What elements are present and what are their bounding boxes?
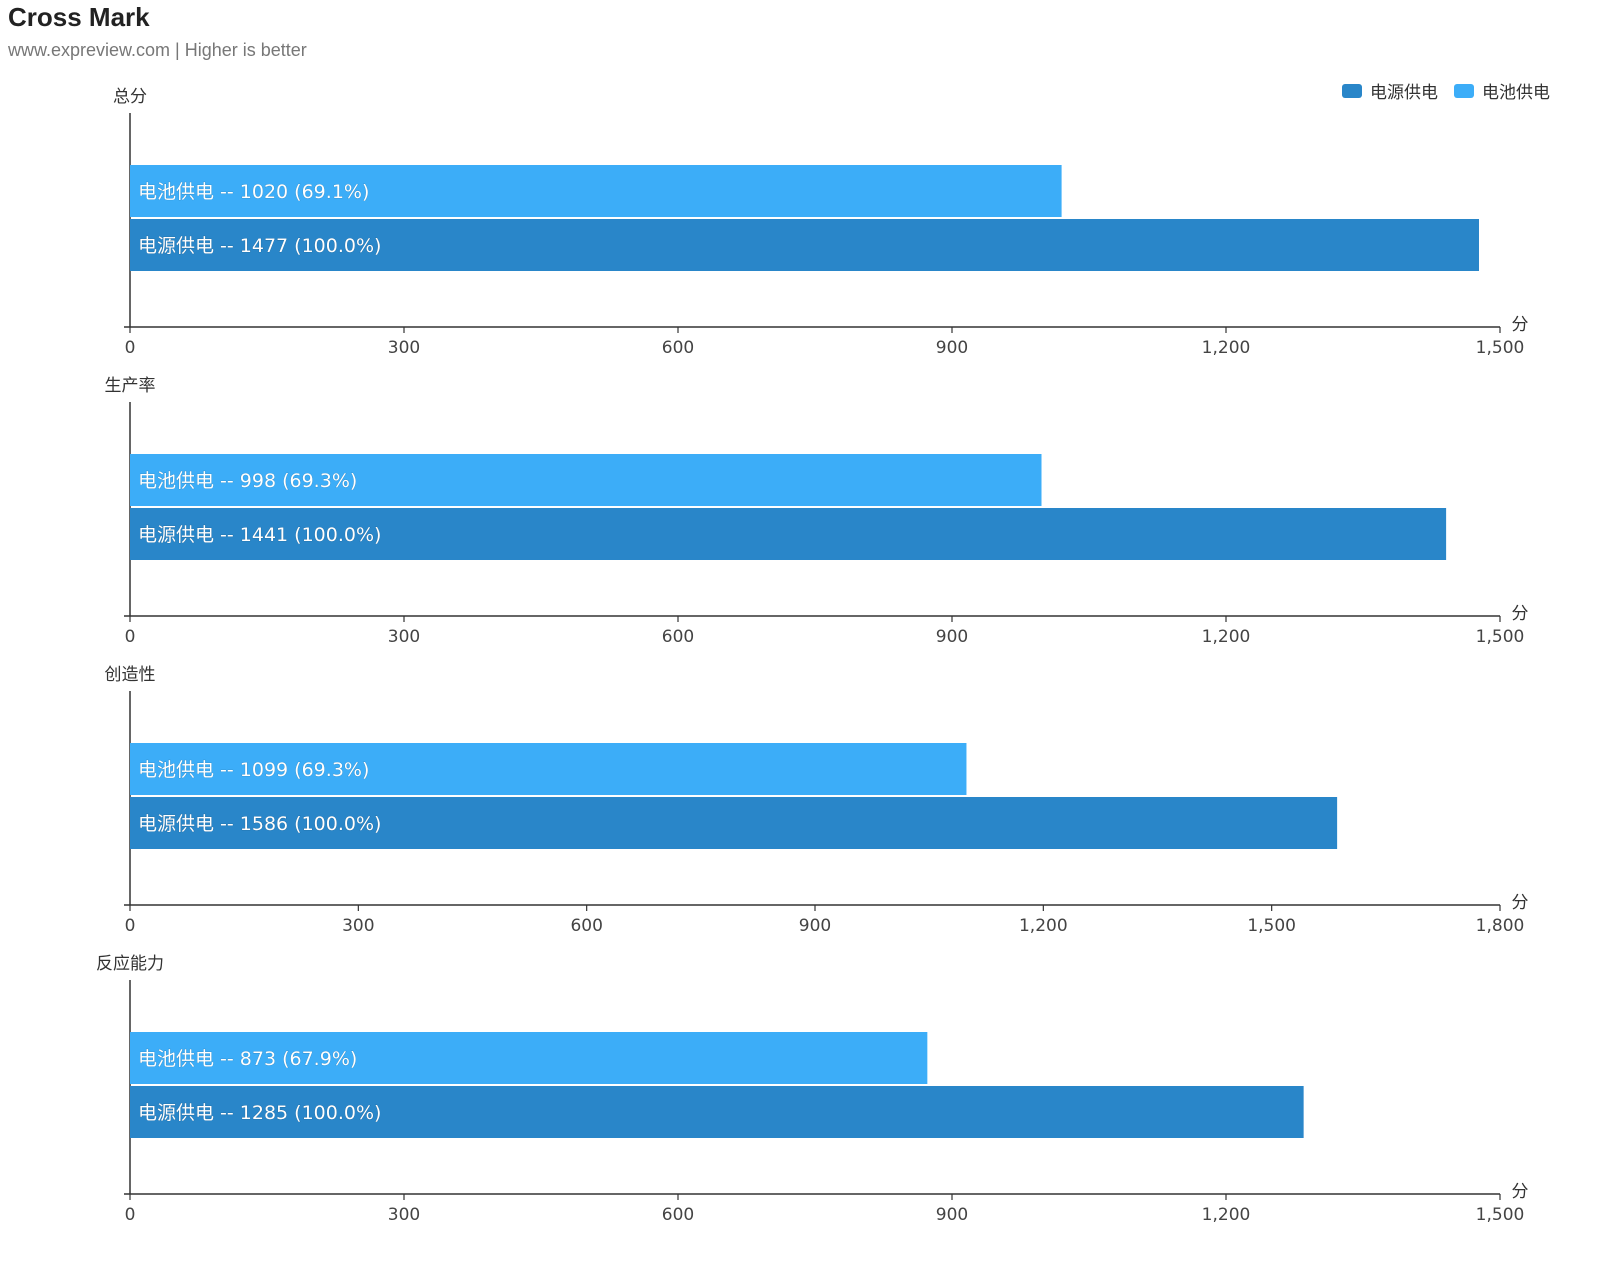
legend: 电源供电 电池供电 xyxy=(1342,78,1550,103)
legend-label-battery: 电池供电 xyxy=(1482,83,1550,103)
chart-4-tick-label: 300 xyxy=(388,1205,420,1225)
chart-2-tick-label: 300 xyxy=(388,627,420,647)
chart-4-bar-2 xyxy=(130,1086,1304,1138)
chart-4-title: 反应能力 xyxy=(96,954,164,974)
chart-2-tick-label: 600 xyxy=(662,627,694,647)
legend-item-power[interactable]: 电源供电 xyxy=(1342,78,1438,103)
chart-2-tick-label: 1,200 xyxy=(1202,627,1251,647)
chart-title: Cross Mark xyxy=(8,2,150,32)
chart-1-tick-label: 1,500 xyxy=(1476,338,1525,358)
chart-2-tick-label: 1,500 xyxy=(1476,627,1525,647)
chart-4-bar-label-1: 电池供电 -- 873 (67.9%) xyxy=(138,1048,357,1070)
legend-item-battery[interactable]: 电池供电 xyxy=(1454,78,1550,103)
chart-1-bar-1 xyxy=(130,165,1062,217)
chart-2-bar-label-2: 电源供电 -- 1441 (100.0%) xyxy=(138,524,381,546)
chart-4-tick-label: 900 xyxy=(936,1205,968,1225)
chart-4-bar-1 xyxy=(130,1032,928,1084)
chart-subtitle: www.expreview.com | Higher is better xyxy=(8,40,307,60)
chart-3-bar-2 xyxy=(130,797,1338,849)
chart-2-bar-2 xyxy=(130,508,1447,560)
chart-3-title: 创造性 xyxy=(105,665,156,685)
chart-3-tick-label: 1,200 xyxy=(1019,916,1068,936)
chart-1-bar-label-1: 电池供电 -- 1020 (69.1%) xyxy=(138,181,369,203)
chart-4-tick-label: 0 xyxy=(125,1205,136,1225)
chart-4-tick-label: 1,500 xyxy=(1476,1205,1525,1225)
chart-1-bar-2 xyxy=(130,219,1479,271)
chart-2-unit-label: 分 xyxy=(1512,604,1529,624)
chart-2-tick-label: 0 xyxy=(125,627,136,647)
chart-1-unit-label: 分 xyxy=(1512,315,1529,335)
chart-4-tick-label: 1,200 xyxy=(1202,1205,1251,1225)
chart-2-title: 生产率 xyxy=(105,376,156,396)
chart-3-bar-label-2: 电源供电 -- 1586 (100.0%) xyxy=(138,813,381,835)
chart-3-tick-label: 600 xyxy=(570,916,602,936)
legend-swatch-battery xyxy=(1454,83,1474,98)
chart-3-tick-label: 0 xyxy=(125,916,136,936)
chart-2-bar-1 xyxy=(130,454,1042,506)
chart-2-tick-label: 900 xyxy=(936,627,968,647)
legend-swatch-power xyxy=(1342,83,1362,98)
chart-3-bar-1 xyxy=(130,743,967,795)
chart-1-tick-label: 300 xyxy=(388,338,420,358)
chart-1-tick-label: 900 xyxy=(936,338,968,358)
chart-1-tick-label: 600 xyxy=(662,338,694,358)
chart-4-unit-label: 分 xyxy=(1512,1182,1529,1202)
chart-1-bar-label-2: 电源供电 -- 1477 (100.0%) xyxy=(138,235,381,257)
chart-1-title: 总分 xyxy=(113,87,147,107)
chart-3-tick-label: 900 xyxy=(799,916,831,936)
chart-2-bar-label-1: 电池供电 -- 998 (69.3%) xyxy=(138,470,357,492)
chart-1-tick-label: 1,200 xyxy=(1202,338,1251,358)
chart-3-bar-label-1: 电池供电 -- 1099 (69.3%) xyxy=(138,759,369,781)
chart-3-tick-label: 1,500 xyxy=(1247,916,1296,936)
chart-3-tick-label: 1,800 xyxy=(1476,916,1525,936)
legend-label-power: 电源供电 xyxy=(1370,83,1438,103)
chart-4-tick-label: 600 xyxy=(662,1205,694,1225)
chart-4-bar-label-2: 电源供电 -- 1285 (100.0%) xyxy=(138,1102,381,1124)
chart-3-unit-label: 分 xyxy=(1512,893,1529,913)
chart-3-tick-label: 300 xyxy=(342,916,374,936)
chart-1-tick-label: 0 xyxy=(125,338,136,358)
